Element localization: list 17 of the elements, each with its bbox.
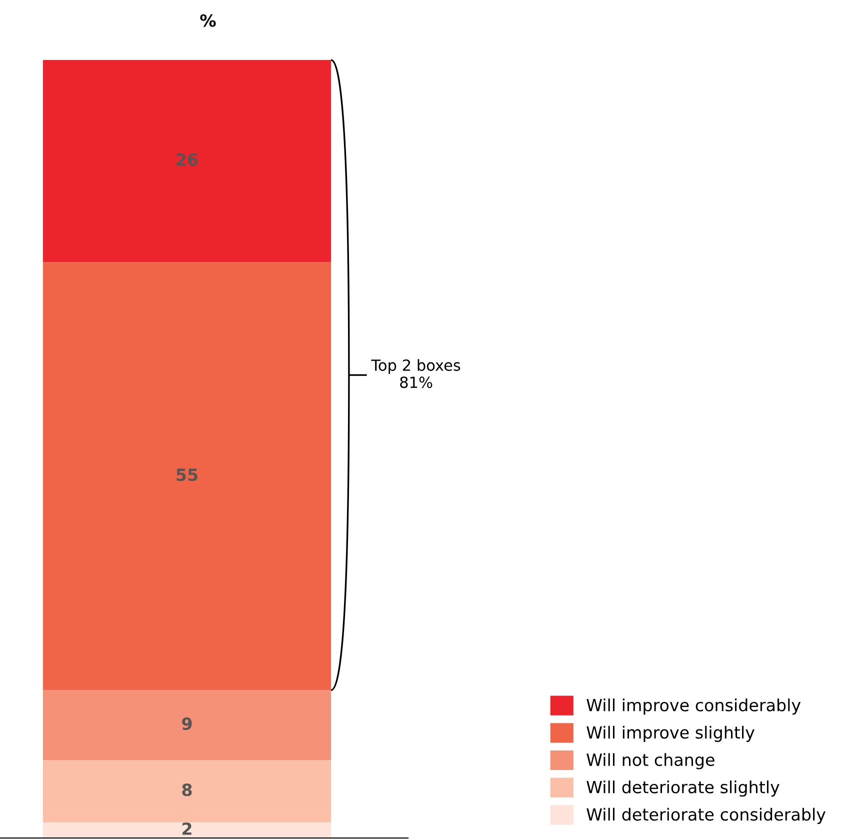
data-label: 9 (182, 717, 192, 730)
legend-label: Will improve slightly (586, 726, 754, 742)
legend-label: Will deteriorate considerably (586, 808, 826, 824)
bar (42, 690, 332, 760)
data-label: 2 (182, 822, 192, 835)
bar (42, 760, 332, 822)
bar (42, 262, 332, 690)
legend-label: Will deteriorate slightly (586, 780, 780, 797)
text: Top 2 boxes 81% (371, 359, 460, 388)
legend-label: Will improve considerably (586, 698, 801, 715)
data-label: 55 (176, 468, 198, 482)
legend-label: Will not change (586, 753, 714, 770)
data-label: 8 (182, 784, 192, 796)
chart-title: % (200, 14, 216, 27)
bar (42, 60, 332, 262)
bar (42, 822, 332, 838)
data-label: 26 (176, 153, 198, 166)
